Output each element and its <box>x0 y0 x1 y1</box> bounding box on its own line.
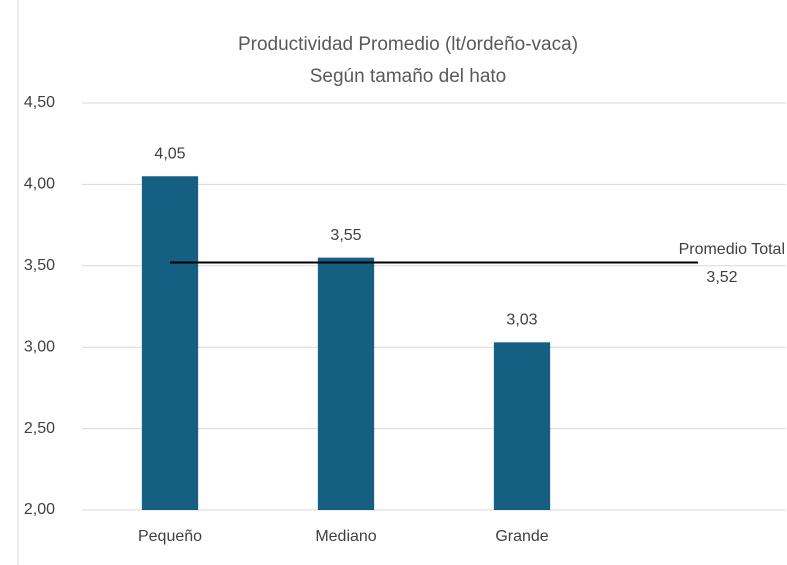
x-tick-label: Mediano <box>315 528 376 545</box>
y-tick-label: 4,00 <box>24 176 55 193</box>
y-tick-label: 4,50 <box>24 94 55 111</box>
chart-subtitle: Según tamaño del hato <box>310 66 507 87</box>
y-tick-label: 2,50 <box>24 420 55 437</box>
data-label: 4,05 <box>154 145 185 162</box>
y-tick-label: 3,00 <box>24 338 55 355</box>
bar <box>317 257 375 510</box>
y-tick-label: 3,50 <box>24 257 55 274</box>
bar <box>493 342 551 510</box>
data-label: 3,03 <box>506 312 537 329</box>
bar <box>141 176 199 510</box>
y-tick-label: 2,00 <box>24 501 55 518</box>
reference-label: Promedio Total <box>679 241 785 258</box>
data-label: 3,55 <box>330 227 361 244</box>
chart-title: Productividad Promedio (lt/ordeño-vaca) <box>238 34 578 55</box>
x-tick-label: Grande <box>495 528 548 545</box>
x-tick-label: Pequeño <box>138 528 202 545</box>
reference-value-label: 3,52 <box>706 269 737 286</box>
